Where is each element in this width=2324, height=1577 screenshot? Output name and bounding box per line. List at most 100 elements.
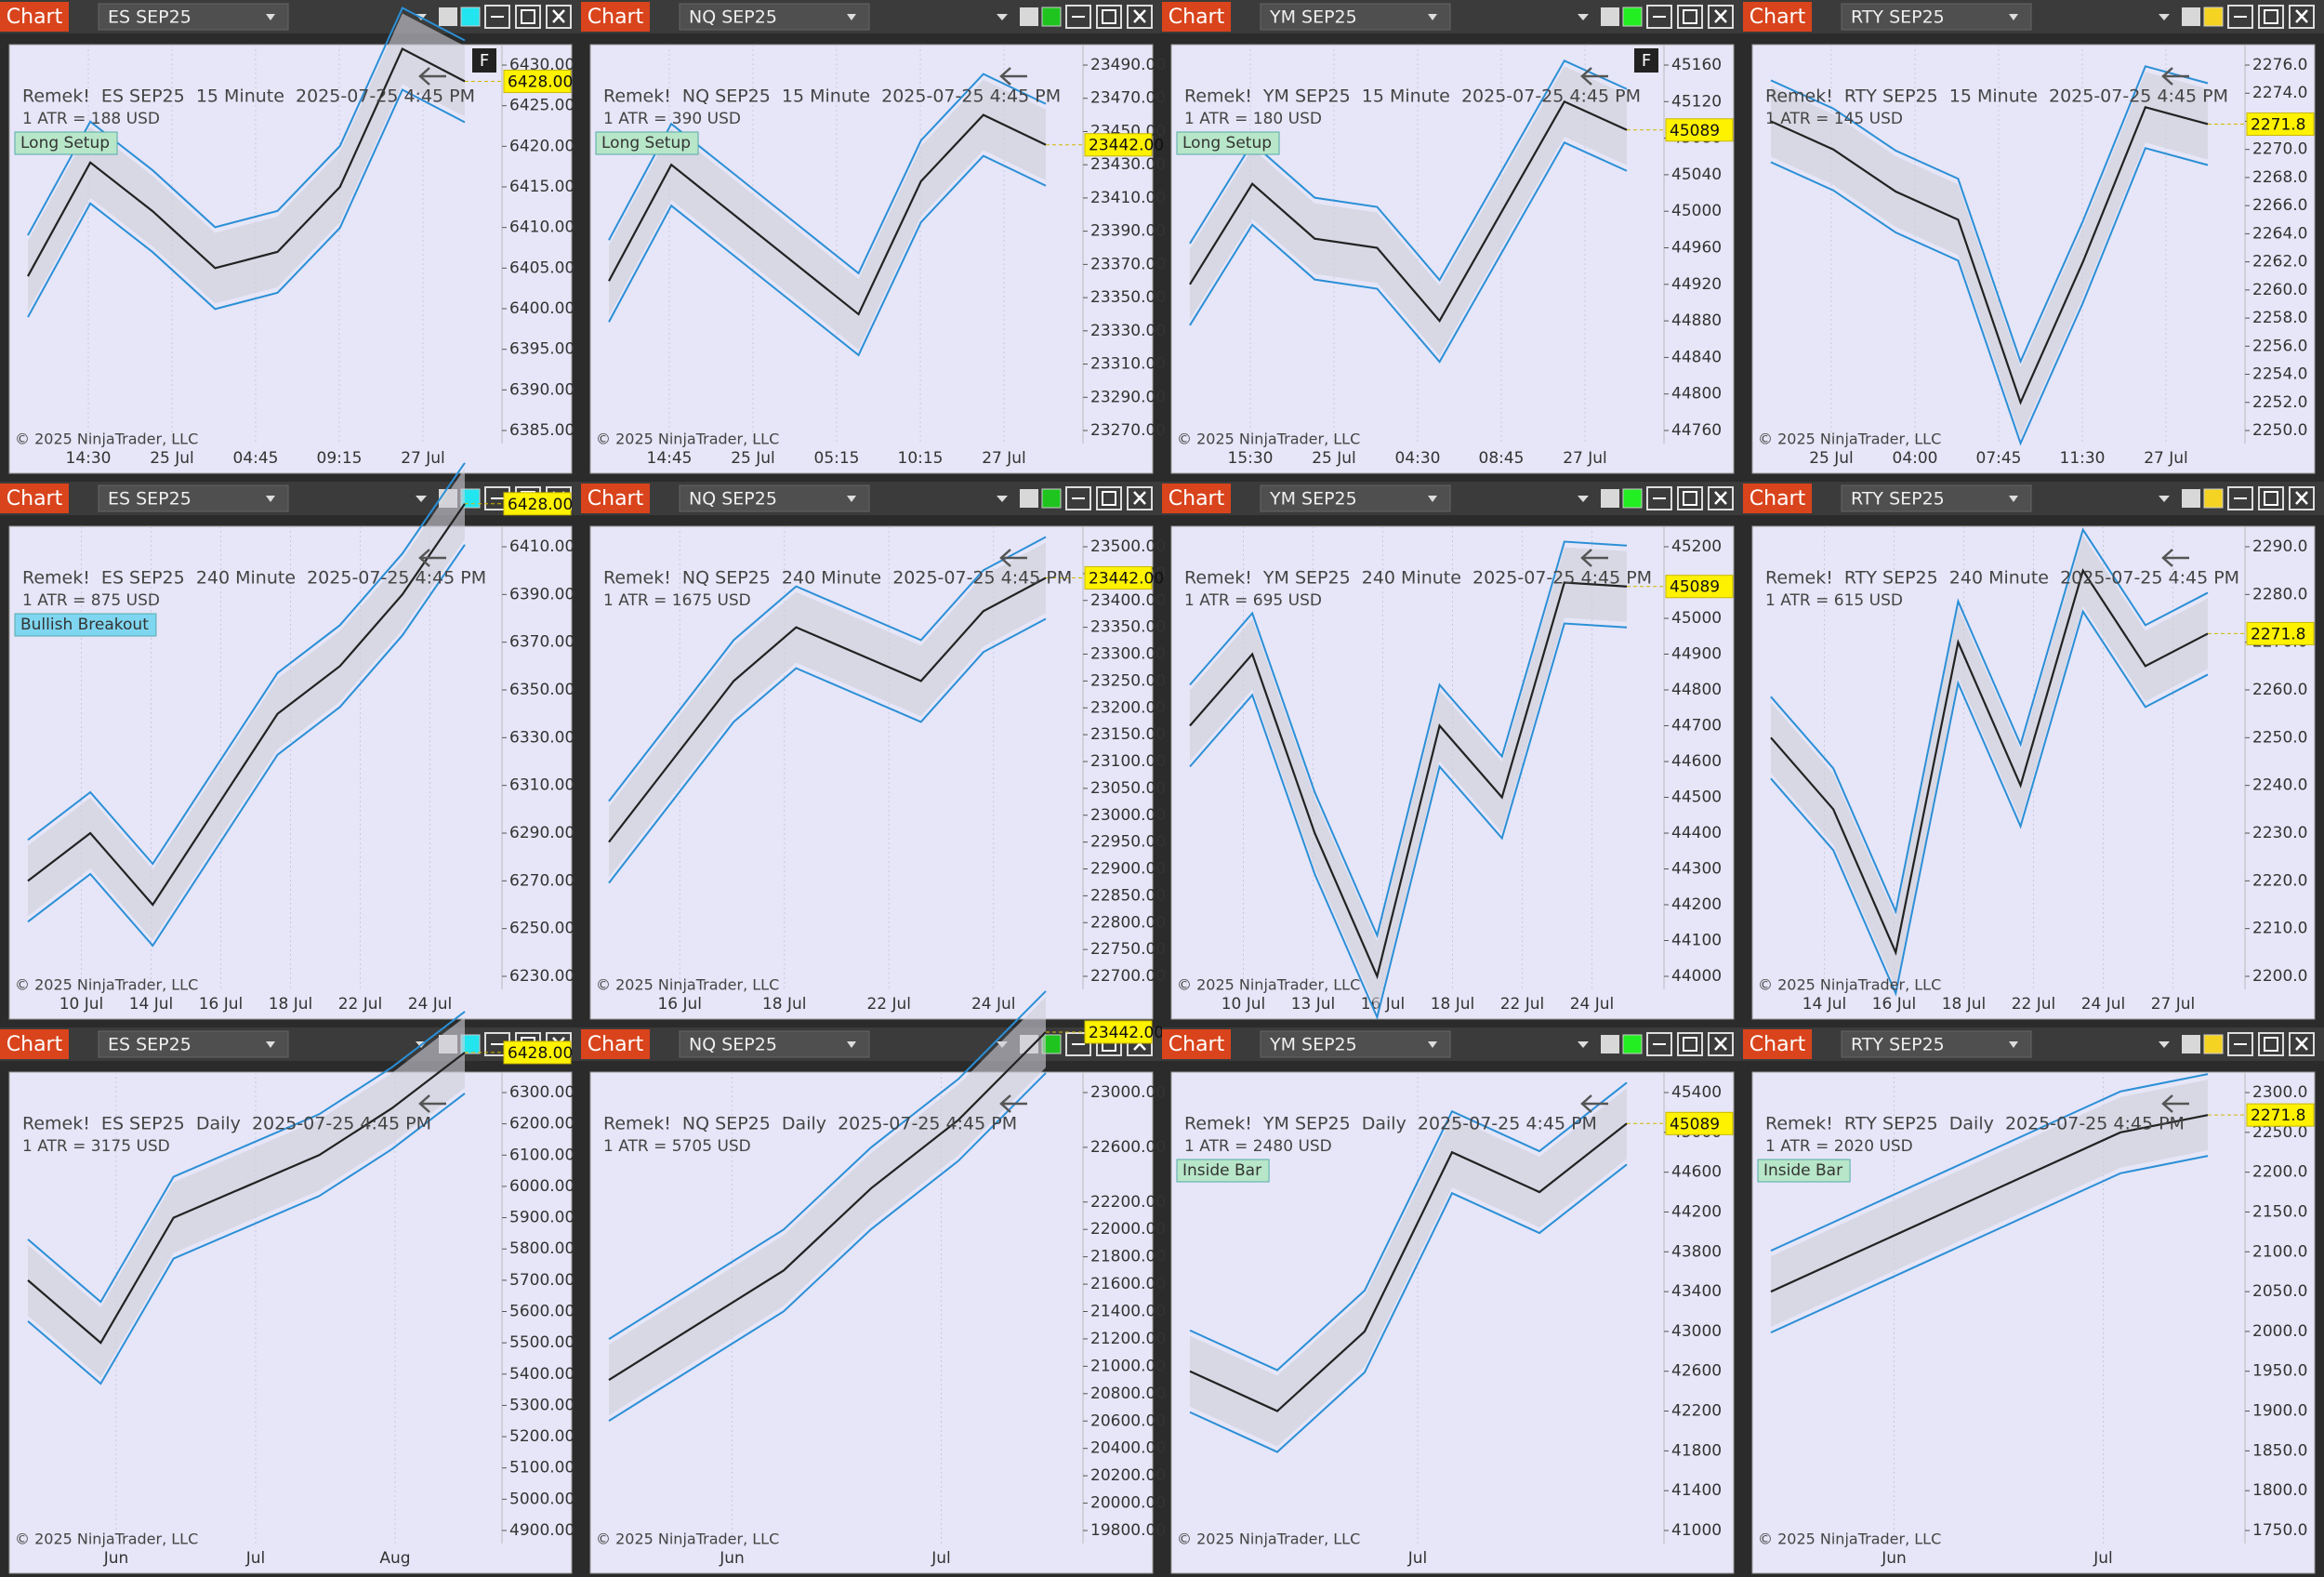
lower-band: [608, 617, 1047, 884]
close-icon: [1714, 1037, 1727, 1051]
y-tick-label: 20000.00: [1090, 1494, 1166, 1513]
maximize-button[interactable]: [1677, 1032, 1703, 1056]
back-arrow[interactable]: [1580, 67, 1608, 86]
chart-tab[interactable]: [0, 2, 69, 32]
link-color[interactable]: [1622, 488, 1643, 509]
flag-box[interactable]: [472, 48, 496, 73]
link-color[interactable]: [2203, 1034, 2224, 1054]
back-arrow[interactable]: [2161, 1094, 2189, 1113]
link-color[interactable]: [2203, 7, 2224, 27]
instrument-dropdown[interactable]: [98, 3, 289, 31]
price-line: [1770, 106, 2209, 405]
link-color[interactable]: [1622, 7, 1643, 27]
back-arrow[interactable]: [999, 549, 1027, 567]
instrument-dropdown[interactable]: [679, 484, 870, 512]
y-tick-label: 2252.0: [2252, 393, 2307, 412]
dropdown-caret: [2009, 496, 2018, 502]
maximize-button[interactable]: [1677, 486, 1703, 510]
maximize-button[interactable]: [515, 5, 541, 29]
chart-tab[interactable]: [581, 2, 650, 32]
maximize-button[interactable]: [2258, 5, 2284, 29]
instrument-dropdown[interactable]: [679, 1030, 870, 1058]
link-color[interactable]: [1041, 488, 1062, 509]
chart-tab[interactable]: [1743, 2, 1812, 32]
menu-caret[interactable]: [416, 496, 427, 502]
y-tick-label: 23000.00: [1090, 806, 1166, 825]
chart-tab[interactable]: [1162, 484, 1231, 513]
chart-tab[interactable]: [1743, 484, 1812, 513]
x-tick-label: 10 Jul: [1221, 995, 1266, 1014]
chart-tab[interactable]: [0, 484, 69, 513]
link-color[interactable]: [2203, 488, 2224, 509]
minimize-button[interactable]: [2227, 1032, 2253, 1056]
setup-badge-label: Long Setup: [601, 134, 691, 152]
chart-tab-label: Chart: [7, 487, 63, 510]
link-blank[interactable]: [2182, 1035, 2200, 1054]
instrument-dropdown[interactable]: [1260, 3, 1451, 31]
back-arrow[interactable]: [418, 549, 446, 567]
chart-title: Remek! YM SEP25 240 Minute 2025-07-25 4:…: [1184, 568, 1652, 589]
price-marker-label: 23442.00: [1089, 1024, 1164, 1042]
maximize-button[interactable]: [2258, 1032, 2284, 1056]
atr-label: 1 ATR = 390 USD: [603, 110, 741, 128]
volatility-band: [609, 542, 1046, 878]
instrument-dropdown[interactable]: [1841, 484, 2032, 512]
menu-caret[interactable]: [2159, 1041, 2170, 1048]
copyright: © 2025 NinjaTrader, LLC: [596, 976, 779, 994]
link-blank[interactable]: [1020, 7, 1038, 26]
back-arrow[interactable]: [1580, 549, 1608, 567]
menu-caret[interactable]: [2159, 14, 2170, 20]
y-tick-label: 5400.00: [509, 1365, 574, 1384]
link-blank[interactable]: [1601, 489, 1619, 508]
maximize-button[interactable]: [2258, 486, 2284, 510]
maximize-button[interactable]: [1096, 486, 1122, 510]
instrument-dropdown[interactable]: [1841, 3, 2032, 31]
close-button[interactable]: [1127, 486, 1153, 510]
link-blank[interactable]: [1601, 7, 1619, 26]
instrument-dropdown[interactable]: [1260, 1030, 1451, 1058]
instrument-dropdown[interactable]: [98, 484, 289, 512]
back-arrow[interactable]: [2161, 67, 2189, 86]
price-marker: [1084, 1020, 1153, 1044]
instrument-dropdown[interactable]: [679, 3, 870, 31]
volatility-band: [609, 79, 1046, 350]
price-marker-label: 23442.00: [1089, 569, 1164, 588]
flag-box[interactable]: [1634, 48, 1658, 73]
link-blank[interactable]: [439, 7, 457, 26]
link-color[interactable]: [1622, 1034, 1643, 1054]
back-arrow[interactable]: [2161, 549, 2189, 567]
link-blank[interactable]: [2182, 7, 2200, 26]
back-arrow[interactable]: [999, 67, 1027, 86]
copyright: © 2025 NinjaTrader, LLC: [1758, 431, 1941, 448]
back-arrow[interactable]: [418, 1094, 446, 1113]
menu-caret[interactable]: [997, 496, 1008, 502]
link-blank[interactable]: [1601, 1035, 1619, 1054]
instrument-dropdown[interactable]: [98, 1030, 289, 1058]
link-color[interactable]: [1041, 7, 1062, 27]
chart-tab[interactable]: [0, 1029, 69, 1059]
back-arrow[interactable]: [1580, 1094, 1608, 1113]
menu-caret[interactable]: [997, 14, 1008, 20]
chart-tab[interactable]: [581, 1029, 650, 1059]
chart-tab[interactable]: [1162, 1029, 1231, 1059]
chart-tab[interactable]: [581, 484, 650, 513]
instrument-dropdown[interactable]: [1260, 484, 1451, 512]
close-icon: [1714, 9, 1727, 23]
menu-caret[interactable]: [1578, 496, 1589, 502]
chart-tab[interactable]: [1743, 1029, 1812, 1059]
title-bar: [1162, 482, 1743, 515]
dropdown-caret: [1428, 14, 1437, 20]
menu-caret[interactable]: [2159, 496, 2170, 502]
menu-caret[interactable]: [1578, 1041, 1589, 1048]
maximize-button[interactable]: [1096, 5, 1122, 29]
x-tick-label: 08:45: [1479, 449, 1525, 468]
chart-tab[interactable]: [1162, 2, 1231, 32]
maximize-button[interactable]: [1677, 5, 1703, 29]
back-arrow[interactable]: [999, 1094, 1027, 1113]
menu-caret[interactable]: [1578, 14, 1589, 20]
instrument-dropdown[interactable]: [1841, 1030, 2032, 1058]
back-arrow[interactable]: [418, 67, 446, 86]
link-blank[interactable]: [1020, 489, 1038, 508]
link-blank[interactable]: [2182, 489, 2200, 508]
link-color[interactable]: [460, 7, 481, 27]
